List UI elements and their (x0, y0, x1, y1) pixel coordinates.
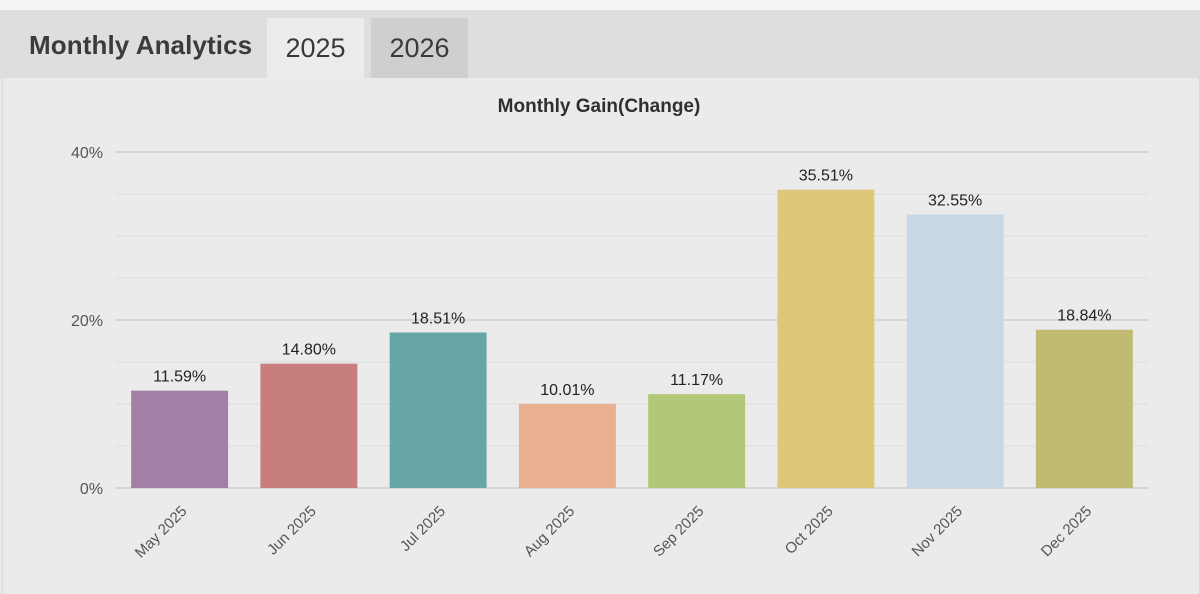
x-tick-label: May 2025 (132, 503, 191, 562)
x-tick-label: Nov 2025 (909, 503, 966, 560)
bar[interactable] (260, 363, 358, 488)
bar-value-label: 11.17% (670, 372, 723, 389)
bar[interactable] (1035, 329, 1133, 488)
bar[interactable] (777, 189, 875, 488)
bar[interactable] (648, 394, 746, 488)
x-tick-label: Dec 2025 (1038, 503, 1095, 560)
tab-2025[interactable]: 2025 (267, 18, 364, 78)
x-tick-label: Jun 2025 (264, 503, 320, 559)
chart-title: Monthly Gain(Change) (498, 96, 701, 117)
bar-value-label: 35.51% (799, 168, 853, 185)
bar-value-label: 14.80% (282, 342, 336, 359)
bar-value-label: 11.59% (153, 369, 206, 386)
y-tick-label: 40% (71, 145, 103, 162)
x-tick-label: Oct 2025 (782, 503, 837, 558)
y-tick-label: 20% (71, 313, 103, 330)
bar-value-label: 10.01% (540, 382, 594, 399)
header-bar: Monthly Analytics 2025 2026 (0, 10, 1200, 78)
page-title: Monthly Analytics (29, 30, 253, 60)
x-tick-label: Jul 2025 (397, 503, 449, 555)
bar-chart: Monthly Gain(Change) 0% 20% 40% 11.59% 14.8… (71, 96, 1149, 562)
bar[interactable] (389, 332, 487, 488)
x-tick-label: Aug 2025 (521, 503, 578, 560)
bar-value-label: 18.84% (1057, 308, 1111, 325)
bar[interactable] (906, 214, 1004, 488)
bar[interactable] (518, 403, 616, 488)
bar[interactable] (131, 390, 229, 488)
bar-value-label: 18.51% (411, 311, 465, 328)
tab-2026[interactable]: 2026 (371, 18, 468, 78)
x-tick-label: Sep 2025 (650, 503, 707, 560)
chart-panel: Monthly Gain(Change) 0% 20% 40% 11.59% 14.8… (2, 78, 1200, 594)
bar-value-label: 32.55% (928, 193, 982, 210)
y-tick-label: 0% (80, 481, 103, 498)
